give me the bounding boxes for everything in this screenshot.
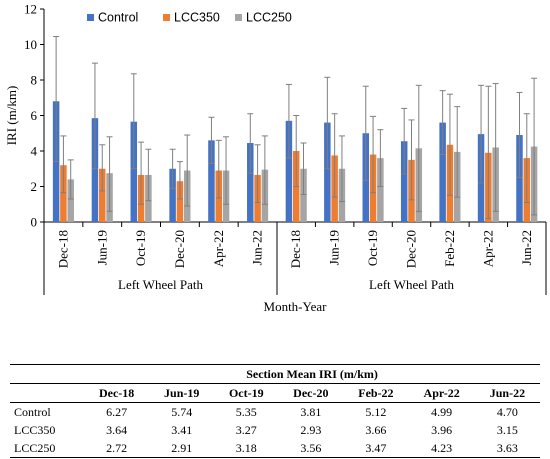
section-mean-iri-table: Section Mean IRI (m/km) Dec-18 Jun-19 Oc… [10,364,540,458]
table-row-label: LCC350 [14,422,56,437]
x-tick-label: Dec-20 [404,230,419,268]
table-cell: 5.74 [171,404,193,419]
legend-swatch-lcc350 [163,14,170,21]
legend-swatch-control [87,14,94,21]
bar-lcc350 [176,181,184,222]
x-tick-label: Jun-22 [519,230,534,265]
table-cell: 2.91 [149,439,215,458]
table-cell: 3.47 [343,439,409,458]
x-tick-label: Oct-19 [365,230,380,266]
table-cell: 3.15 [496,422,518,437]
bar-lcc250 [300,168,307,222]
table-cell: 5.35 [235,404,257,419]
table-cell: 3.66 [365,422,387,437]
table-cell: 5.12 [365,404,387,419]
table-cell: 4.70 [496,404,518,419]
y-tick-label: 0 [31,215,38,230]
x-tick-label: Dec-18 [288,230,303,268]
table-cell: 3.96 [431,422,453,437]
bar-control [324,122,331,222]
table-cell: 6.27 [106,404,128,419]
table-title: Section Mean IRI (m/km) [84,364,540,384]
table-cell: 2.72 [84,439,150,458]
y-tick-label: 4 [31,144,38,159]
section-mean-iri-table-container: Section Mean IRI (m/km) Dec-18 Jun-19 Oc… [10,364,540,458]
bar-lcc250 [377,158,384,222]
y-axis-label: IRI (m/km) [4,86,19,146]
table-column-header: Jun-22 [474,383,540,403]
table-row-label: Control [14,404,51,419]
table-column-header: Dec-18 [84,383,150,403]
y-tick-label: 8 [31,73,38,88]
table-cell: 3.27 [235,422,257,437]
bar-control [285,120,293,222]
table-column-header: Jun-19 [149,383,215,403]
legend-label: LCC250 [246,11,292,25]
y-tick-label: 12 [24,2,37,17]
x-tick-label: Apr-22 [480,230,495,267]
table-row: LCC350 3.64 3.41 3.27 2.93 3.66 3.96 3.1… [10,421,540,439]
group-label: Left Wheel Path [369,277,454,292]
table-cell: 3.63 [474,439,540,458]
bar-lcc250 [67,179,74,222]
table-cell: 2.93 [300,422,322,437]
table-column-header: Feb-22 [343,383,409,403]
iri-bar-chart: 0 2 4 6 8 10 12 IRI (m/km) Dec-18 Jun-19 Oct-19 Dec… [4,2,547,314]
legend-label: LCC350 [174,11,220,25]
bar-control [516,135,523,222]
bar-control [439,122,446,222]
x-tick-label: Feb-22 [442,230,457,267]
bar-control [208,140,215,222]
bar-control [130,121,138,222]
bar-control [169,168,176,222]
table-column-header: Dec-20 [278,383,344,403]
x-tick-label: Oct-19 [133,230,148,266]
bar-control [400,141,408,222]
bar-control [91,118,99,222]
table-cell: 4.99 [431,404,453,419]
legend-swatch-lcc250 [235,14,242,21]
x-tick-label: Dec-20 [172,230,187,268]
table-row: Control 6.27 5.74 5.35 3.81 5.12 4.99 4.… [10,403,540,422]
table-cell: 3.56 [278,439,344,458]
bar-control [247,143,254,222]
table-cell: 3.41 [171,422,193,437]
table-column-header: Oct-19 [214,383,279,403]
table-cell: 3.18 [214,439,279,458]
y-tick-label: 10 [24,37,37,52]
legend-label: Control [98,11,138,25]
x-tick-label: Dec-18 [55,230,70,268]
x-tick-label: Jun-19 [94,230,109,265]
y-tick-label: 6 [31,108,38,123]
table-row-label: LCC250 [10,439,85,458]
table-column-header: Apr-22 [408,383,475,403]
bar-lcc350 [60,165,67,222]
table-cell: 4.23 [408,439,475,458]
table-cell: 3.64 [106,422,128,437]
y-tick-label: 2 [31,179,38,194]
x-axis-label: Month-Year [264,299,328,314]
table-row: LCC250 2.72 2.91 3.18 3.56 3.47 4.23 3.6… [10,439,540,458]
bar-lcc350 [99,168,106,222]
table-cell: 3.81 [300,404,322,419]
x-tick-label: Jun-22 [250,230,265,265]
x-tick-label: Apr-22 [211,230,226,267]
group-label: Left Wheel Path [118,277,203,292]
x-tick-label: Jun-19 [327,230,342,265]
